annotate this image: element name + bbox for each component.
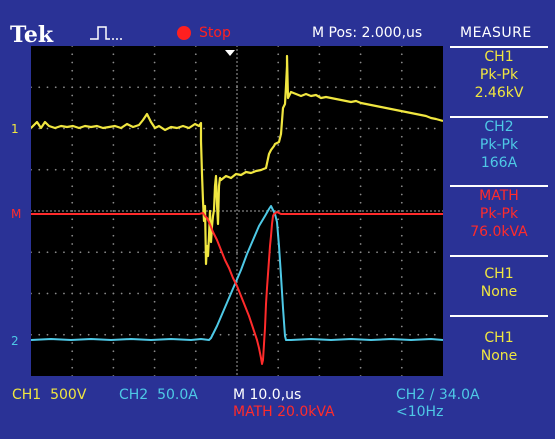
- measure-source: CH2: [484, 119, 514, 135]
- ch2-marker: 2: [11, 334, 19, 348]
- measure-type: Pk-Pk: [479, 137, 519, 153]
- measure-value: 76.0kVA: [470, 224, 528, 240]
- measure-source: CH1: [484, 49, 514, 65]
- stop-status-icon: [177, 26, 191, 40]
- measure-type: None: [480, 348, 518, 364]
- measure-panel-1[interactable]: CH1 Pk-Pk 2.46kV: [450, 46, 548, 116]
- math-waveform: [31, 211, 443, 365]
- measure-value: 166A: [480, 155, 518, 171]
- math-scale-readout: MATH 20.0kVA: [233, 404, 335, 420]
- measure-panel-5[interactable]: CH1 None: [450, 315, 548, 377]
- waveform-graticule: [31, 46, 443, 376]
- ch1-scale-readout: CH1 500V: [12, 387, 87, 403]
- trigger-pulse-icon: [90, 26, 122, 40]
- graticule-grid: [31, 46, 443, 376]
- timebase-readout: M 10.0,us: [233, 387, 302, 403]
- measure-type: Pk-Pk: [479, 67, 519, 83]
- math-marker: M: [11, 207, 22, 221]
- trigger-position-arrow-icon: [225, 50, 235, 56]
- measure-source: CH1: [484, 330, 514, 346]
- brand-logo: Tek: [10, 22, 54, 48]
- measure-source: MATH: [479, 188, 519, 204]
- trigger-frequency-readout: <10Hz: [396, 404, 444, 420]
- measure-panel-4[interactable]: CH1 None: [450, 255, 548, 315]
- measure-source: CH1: [484, 266, 514, 282]
- ch1-marker: 1: [11, 122, 19, 136]
- ch1-waveform: [31, 54, 443, 266]
- waveform-display: 1 M 2: [11, 46, 443, 376]
- measure-menu-title: MEASURE: [460, 25, 532, 41]
- acquisition-state: Stop: [199, 25, 231, 41]
- measure-panel-3[interactable]: MATH Pk-Pk 76.0kVA: [450, 185, 548, 255]
- measure-value: 2.46kV: [474, 85, 524, 101]
- measure-panel-2[interactable]: CH2 Pk-Pk 166A: [450, 116, 548, 186]
- measure-type: None: [480, 284, 518, 300]
- ch2-scale-readout: CH2 50.0A: [119, 387, 198, 403]
- ch2-waveform: [31, 205, 443, 341]
- trigger-readout: CH2 / 34.0A: [396, 387, 480, 403]
- horizontal-position: M Pos: 2.000,us: [312, 25, 423, 41]
- measure-type: Pk-Pk: [479, 206, 519, 222]
